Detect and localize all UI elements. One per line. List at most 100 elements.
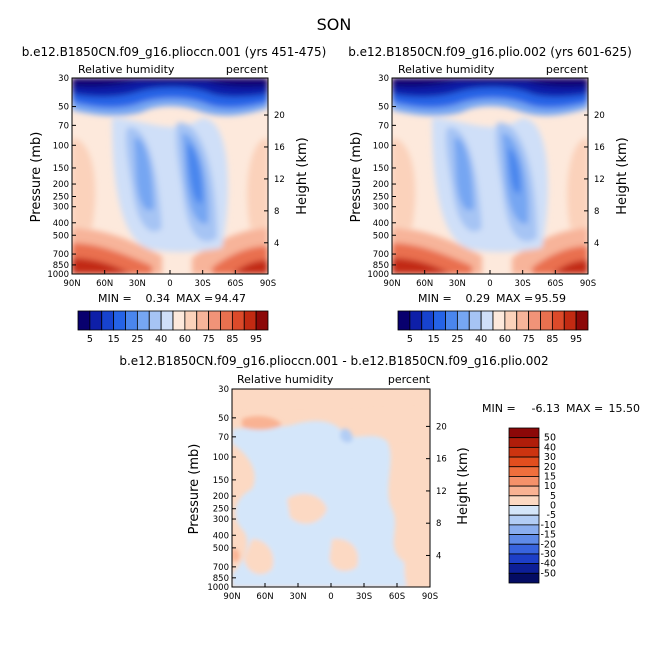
x-tick-label: 90S (580, 279, 596, 289)
colorbar-swatch (540, 310, 553, 331)
y-tick-label: 150 (53, 164, 69, 174)
colorbar-label: 60 (499, 334, 511, 345)
y-tick-label: 1000 (207, 583, 229, 593)
y2-tick-label: 20 (274, 111, 285, 121)
y2-tick-label: 12 (594, 175, 605, 185)
y-tick-label: 200 (213, 492, 229, 502)
y2-tick-label: 8 (274, 207, 279, 217)
x-tick-label: 30N (129, 279, 146, 289)
colorbar-swatch (508, 437, 540, 448)
y-tick-label: 500 (373, 231, 389, 241)
colorbar-swatch (508, 485, 540, 497)
panel-1-colorbar: 5 15 25 40 60 75 85 95 (77, 310, 269, 345)
y-tick-label: 850 (373, 261, 389, 271)
x-tick-label: 60N (416, 279, 433, 289)
colorbar-label: 0 (550, 501, 556, 512)
y-tick-label: 70 (58, 121, 69, 131)
colorbar-swatch (409, 310, 423, 331)
y-tick-label: 500 (213, 544, 229, 554)
colorbar-swatch (468, 310, 482, 331)
panel-1-title: b.e12.B1850CN.f09_g16.plioccn.001 (yrs 4… (22, 45, 327, 59)
y-tick-label: 30 (378, 74, 389, 84)
colorbar-label: 5 (550, 491, 556, 502)
panel-1-x-axis: 90N 60N 30N 0 30S 60S 90S (63, 270, 276, 289)
colorbar-label: 95 (250, 334, 262, 345)
y-tick-label: 400 (53, 219, 69, 229)
colorbar-label: 30 (544, 452, 556, 463)
colorbar-label: -30 (540, 549, 556, 560)
y2-tick-label: 8 (594, 207, 599, 217)
y-tick-label: 30 (218, 385, 229, 395)
colorbar-swatch (508, 446, 540, 458)
colorbar-swatch (508, 514, 540, 526)
colorbar-swatch (136, 310, 150, 331)
x-tick-label: 30S (356, 592, 372, 602)
y2-tick-label: 16 (594, 143, 605, 153)
x-tick-label: 90N (63, 279, 80, 289)
panel-3: b.e12.B1850CN.f09_g16.plioccn.001 - b.e1… (119, 354, 640, 602)
colorbar-swatch (508, 466, 540, 477)
y-tick-label: 1000 (367, 270, 389, 280)
y-tick-label: 250 (213, 505, 229, 515)
colorbar-label: 10 (544, 481, 556, 492)
panel-1-min-value: 0.34 (146, 292, 171, 305)
y2-tick-label: 20 (594, 111, 605, 121)
panel-1-variable-label: Relative humidity (78, 63, 175, 76)
panel-2-max-value: 95.59 (535, 292, 567, 305)
panel-3-x-axis: 90N 60N 30N 0 30S 60S 90S (223, 583, 438, 602)
colorbar-swatch (575, 310, 589, 331)
colorbar-swatch (480, 310, 494, 331)
y-tick-label: 700 (373, 250, 389, 260)
colorbar-swatch (508, 427, 540, 439)
y-tick-label: 500 (53, 231, 69, 241)
x-tick-label: 90S (422, 592, 438, 602)
panel-1-y-axis-label: Pressure (mb) (29, 132, 44, 223)
x-tick-label: 0 (167, 279, 172, 289)
panel-2-contour-field (392, 78, 588, 274)
colorbar-swatch (516, 310, 530, 331)
colorbar-label: 85 (546, 334, 558, 345)
y-tick-label: 700 (53, 250, 69, 260)
x-tick-label: 60S (547, 279, 563, 289)
colorbar-swatch (563, 310, 577, 331)
x-tick-label: 90N (223, 592, 240, 602)
y-tick-label: 700 (213, 563, 229, 573)
y-tick-label: 1000 (47, 270, 69, 280)
panel-3-contour-field (232, 389, 430, 587)
y2-tick-label: 4 (594, 239, 599, 249)
colorbar-label: -40 (540, 559, 556, 570)
x-tick-label: 60N (96, 279, 113, 289)
x-tick-label: 60S (389, 592, 405, 602)
colorbar-swatch (172, 310, 186, 331)
x-tick-label: 30S (515, 279, 531, 289)
colorbar-swatch (433, 310, 446, 331)
y-tick-label: 300 (213, 515, 229, 525)
season-title: SON (317, 15, 352, 34)
x-tick-label: 60S (227, 279, 243, 289)
colorbar-label: -50 (540, 568, 556, 579)
colorbar-label: 25 (451, 334, 463, 345)
colorbar-label: 5 (407, 334, 413, 345)
colorbar-swatch (113, 310, 126, 331)
panel-3-min-value: -6.13 (532, 402, 560, 415)
y-tick-label: 50 (58, 103, 69, 113)
x-tick-label: 30N (289, 592, 306, 602)
colorbar-swatch (508, 534, 540, 545)
y2-tick-label: 16 (436, 455, 447, 465)
panel-2-variable-label: Relative humidity (398, 63, 495, 76)
y-tick-label: 150 (213, 476, 229, 486)
y2-tick-label: 4 (274, 239, 279, 249)
y-tick-label: 50 (218, 414, 229, 424)
colorbar-swatch (184, 310, 198, 331)
colorbar-label: 40 (475, 334, 487, 345)
panel-2-min-label: MIN = (418, 292, 452, 305)
panel-1: b.e12.B1850CN.f09_g16.plioccn.001 (yrs 4… (22, 45, 327, 345)
colorbar-label: -5 (547, 510, 556, 521)
colorbar-label: 50 (544, 433, 556, 444)
colorbar-swatch (508, 543, 540, 555)
colorbar-swatch (208, 310, 221, 331)
colorbar-swatch (231, 310, 245, 331)
panel-3-max-label: MAX = (566, 402, 603, 415)
